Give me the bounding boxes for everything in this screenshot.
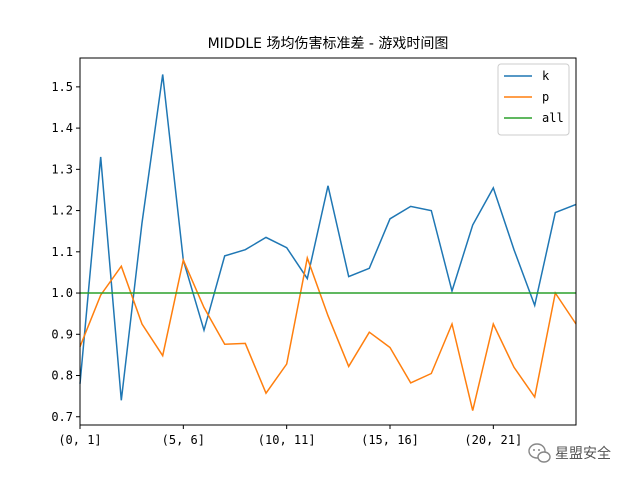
wechat-icon [528, 443, 551, 463]
chart-title: MIDDLE 场均伤害标准差 - 游戏时间图 [208, 36, 449, 52]
y-tick-label: 0.7 [51, 410, 73, 424]
y-tick-label: 1.1 [51, 245, 73, 259]
legend: kp all [497, 63, 570, 136]
x-tick-label: (20, 21] [464, 433, 522, 447]
y-tick-label: 1.3 [51, 162, 73, 176]
plot-area [79, 74, 577, 411]
legend-label-k: k [542, 69, 550, 83]
legend-label-all: all [542, 111, 564, 125]
y-tick-label: 1.4 [51, 121, 73, 135]
y-tick-label: 0.8 [51, 369, 73, 383]
series-line-k [79, 74, 577, 401]
legend-label-p: p [542, 90, 549, 104]
series-line-p [79, 255, 577, 411]
y-tick-label: 1.5 [51, 80, 73, 94]
x-tick-label: (15, 16] [361, 433, 419, 447]
y-tick-label: 1.2 [51, 204, 73, 218]
y-tick-label: 0.9 [51, 327, 73, 341]
x-tick-label: (10, 11] [258, 433, 316, 447]
x-tick-label: (0, 1] [58, 433, 101, 447]
plot-frame [79, 57, 577, 426]
x-tick-label: (5, 6] [162, 433, 205, 447]
watermark-text: 星盟安全 [555, 445, 611, 462]
y-tick-label: 1.0 [51, 286, 73, 300]
watermark: 星盟安全 [528, 443, 611, 463]
axes: 0.7 0.8 0.9 1.0 1.1 1.2 1.3 1.4 1.5 (0, 1] (5, 6] (… [51, 80, 522, 447]
